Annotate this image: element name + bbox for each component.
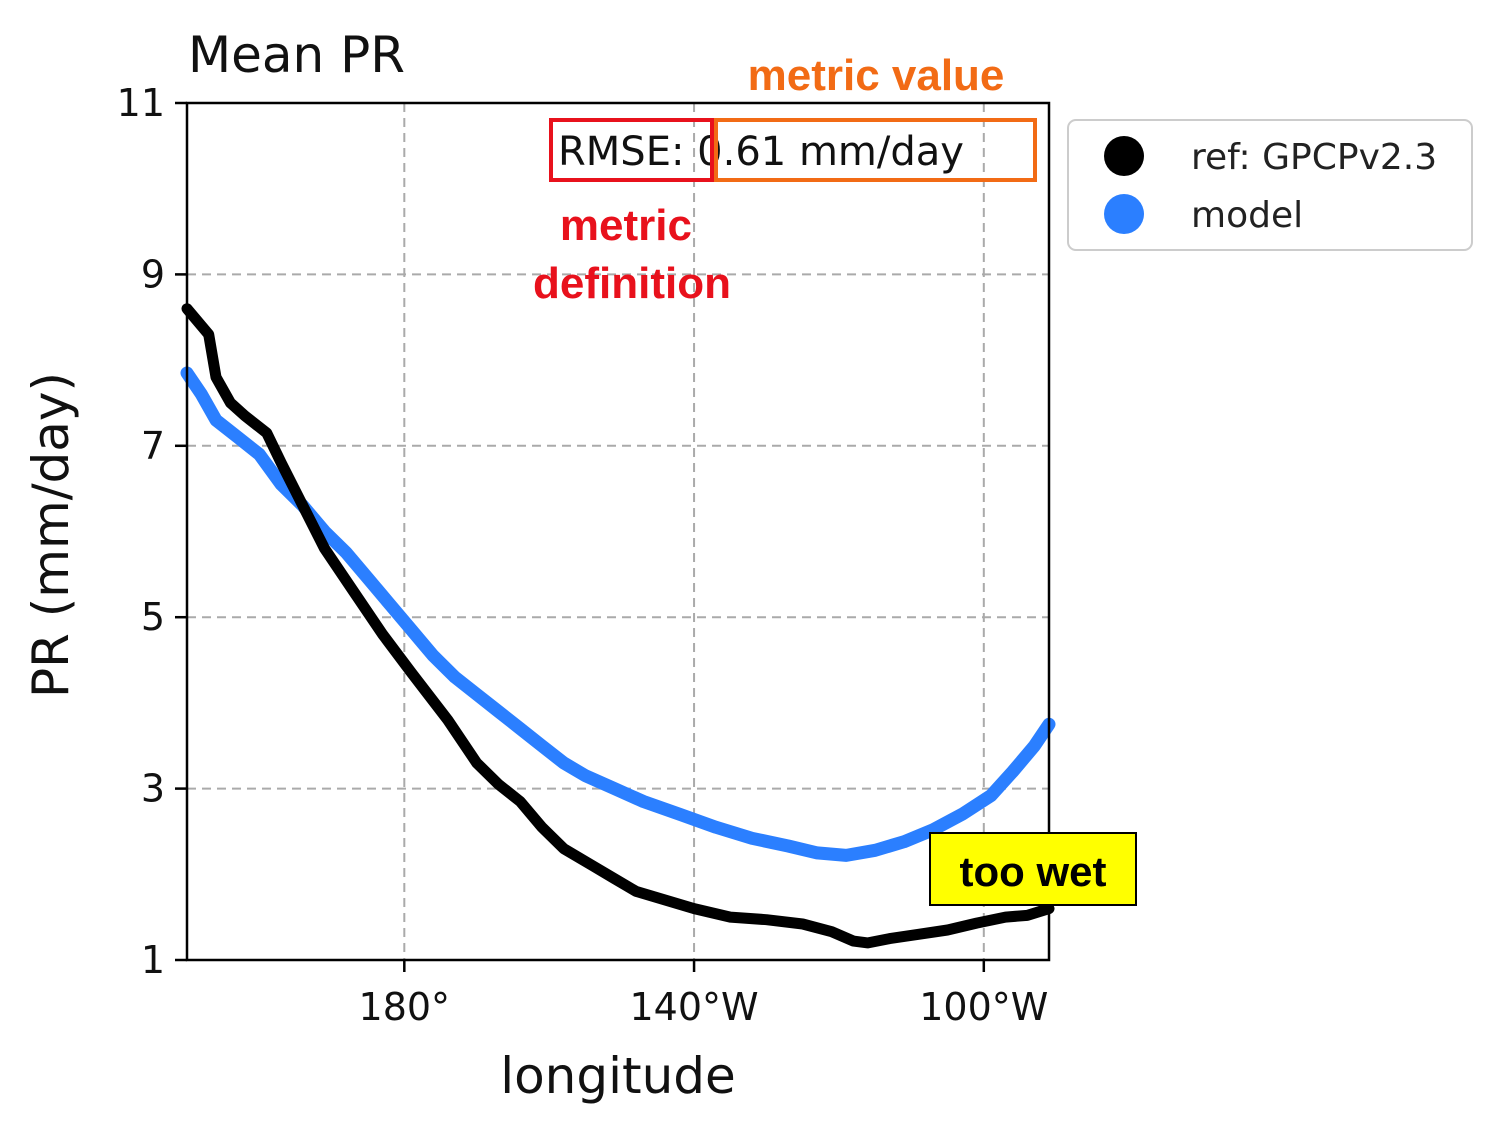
- y-tick-label: 3: [141, 767, 165, 811]
- y-tick-label: 5: [141, 595, 165, 639]
- legend-marker-model: [1104, 194, 1144, 234]
- x-tick-label: 100°W: [919, 985, 1048, 1029]
- plot-frame: [185, 101, 1051, 962]
- metric-definition-line-1: metric: [560, 201, 692, 250]
- legend-marker-ref: [1104, 136, 1144, 176]
- series-line-model: [180, 366, 1056, 862]
- legend-label-ref: ref: GPCPv2.3: [1191, 137, 1437, 178]
- series-line-ref: [181, 303, 1055, 949]
- metric-value-label: metric value: [748, 51, 1005, 100]
- x-tick-label: 140°W: [630, 985, 759, 1029]
- chart-title: Mean PR: [188, 26, 405, 84]
- y-axis-title: PR (mm/day): [22, 372, 80, 698]
- legend-frame: [1067, 119, 1473, 251]
- metric-definition-box: [549, 118, 714, 182]
- y-tick-label: 7: [141, 424, 165, 468]
- y-tick-label: 9: [141, 252, 165, 296]
- metric-definition-label: metric definition: [533, 201, 731, 308]
- metric-text: RMSE: 0.61 mm/day: [558, 129, 964, 175]
- metric-definition-line-2: definition: [533, 259, 731, 308]
- too-wet-callout-box: [929, 832, 1137, 906]
- x-axis-title: longitude: [500, 1047, 736, 1105]
- y-tick-label: 1: [141, 938, 165, 982]
- series-group: [180, 303, 1056, 949]
- too-wet-callout: too wet: [960, 848, 1107, 895]
- x-tick-label: 180°: [359, 985, 451, 1029]
- metric-value-box: [714, 118, 1037, 182]
- ticks-group: 1 3 5 7 9 11 180° 140°W 100°W: [117, 81, 1049, 1029]
- y-tick-label: 11: [117, 81, 165, 125]
- gridlines: [187, 103, 1049, 960]
- legend-label-model: model: [1191, 195, 1303, 236]
- legend: ref: GPCPv2.3 model: [1067, 119, 1473, 251]
